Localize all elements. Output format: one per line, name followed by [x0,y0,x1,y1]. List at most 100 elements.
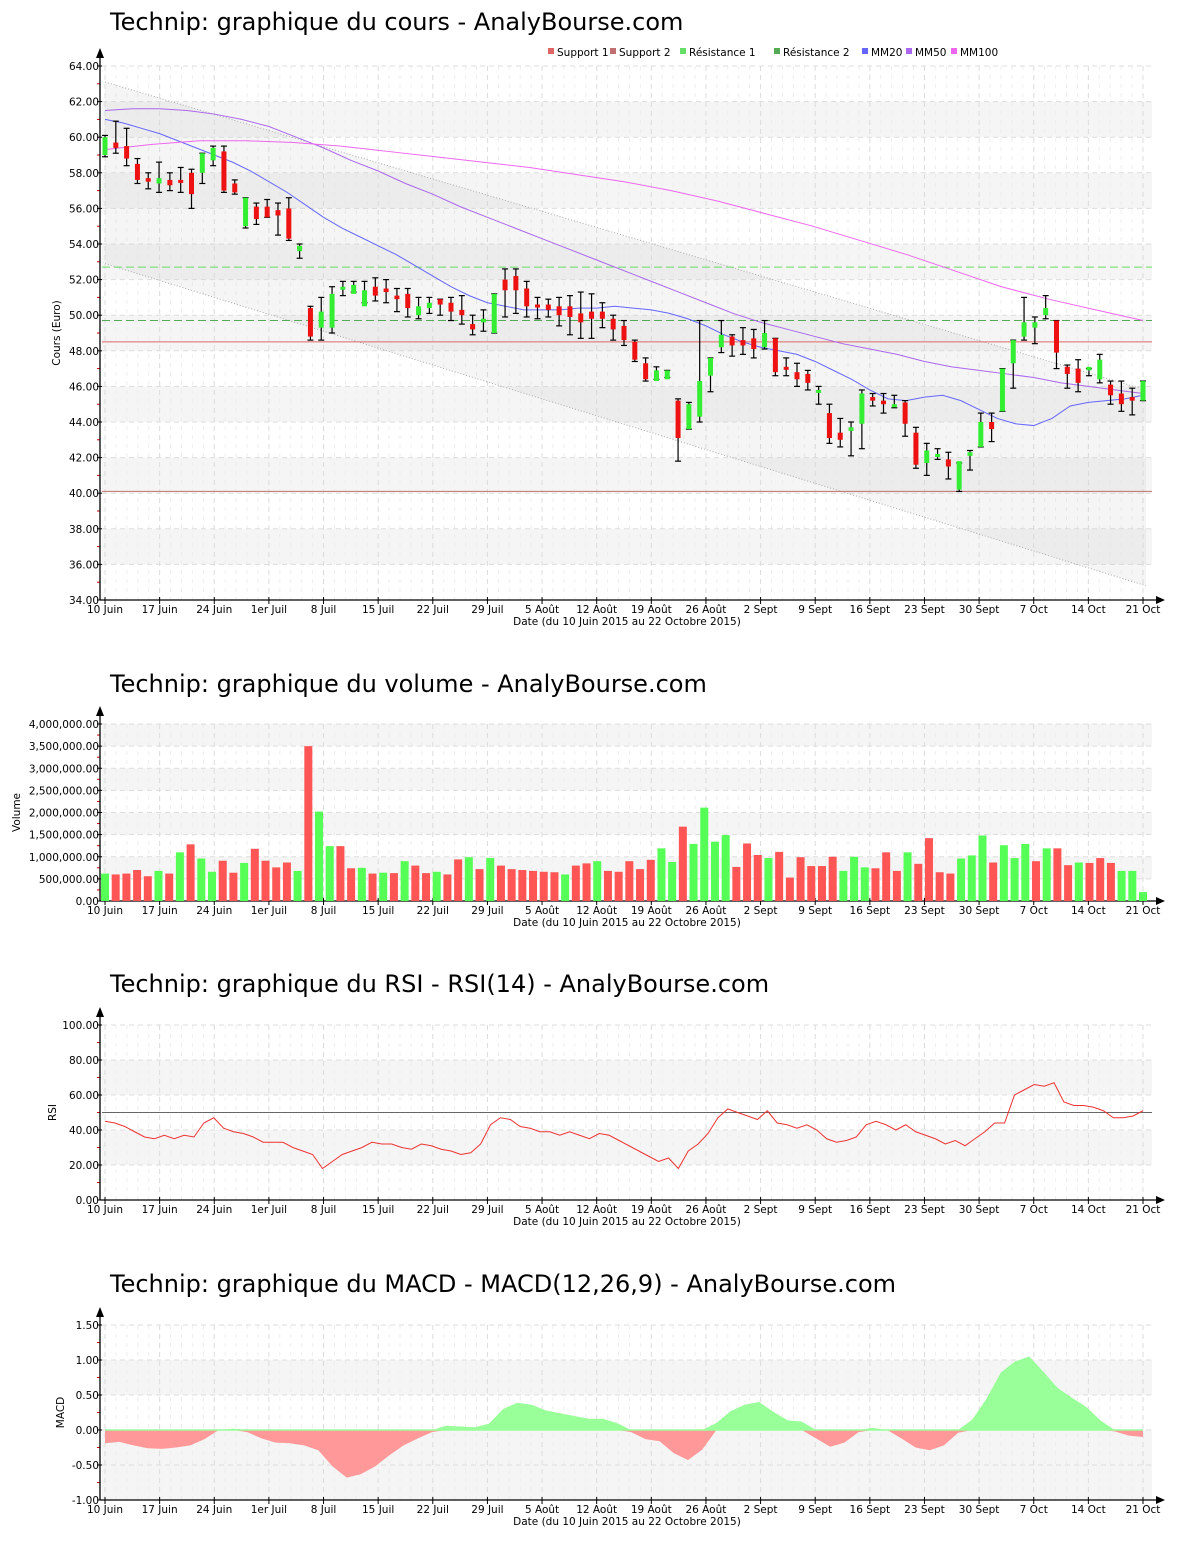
candle [1085,366,1092,377]
y-tick-label: 34.00 [69,595,99,607]
volume-bar [186,844,195,901]
volume-bar [689,843,698,901]
candle [285,197,292,242]
y-tick-label: 1.50 [76,1320,99,1332]
candle [675,398,682,462]
volume-bar [400,861,409,901]
x-tick-label: 21 Oct [1126,1204,1161,1216]
candle [1064,364,1071,389]
y-axis-label: RSI [47,1104,59,1121]
y-tick-label: 44.00 [69,417,99,429]
volume-bar [507,869,516,901]
candle [1118,380,1125,412]
x-tick-label: 17 Juin [142,1204,178,1216]
macd-positive-area [105,1356,1143,1430]
candle [956,461,963,493]
x-tick-label: 12 Août [576,604,617,616]
y-tick-label: 36.00 [69,559,99,571]
candle [339,280,346,297]
volume-bar [710,841,719,901]
x-tick-label: 8 Juil [311,1204,337,1216]
candle [696,319,703,423]
y-tick-label: 0.00 [76,1195,99,1207]
x-tick-label: 19 Août [631,1504,672,1516]
y-tick-label: 0.00 [76,896,99,908]
volume-bar [561,874,570,901]
volume-bar [1031,861,1040,901]
candle [177,166,184,193]
candle [988,412,995,443]
y-tick-label: 60.00 [69,1090,99,1102]
volume-bar [133,870,142,901]
x-tick-label: 5 Août [525,1204,559,1216]
x-tick-label: 16 Sept [850,1504,891,1516]
y-tick-label: 3,000,000.00 [29,763,99,775]
volume-bar [796,857,805,901]
volume-bar [357,867,366,901]
candle [383,279,390,304]
x-tick-label: 1er Juil [251,905,287,917]
y-tick-label: 0.00 [76,1425,99,1437]
candle [1021,296,1028,341]
volume-bar [1117,870,1126,901]
candle [631,339,638,363]
candle [112,120,119,154]
x-tick-label: 21 Oct [1126,905,1161,917]
volume-bar [272,867,281,901]
candle [220,145,227,193]
candle [145,172,152,190]
volume-bar [529,870,538,901]
candle [1075,359,1082,393]
candle [1010,339,1017,389]
volume-bar [1139,892,1147,901]
x-tick-label: 16 Sept [850,905,891,917]
volume-bar [753,854,762,901]
volume-bar [882,852,891,901]
volume-bar [347,868,356,901]
x-tick-label: 26 Août [685,1204,726,1216]
x-tick-label: 1er Juil [251,604,287,616]
candle [448,296,454,322]
volume-bar [828,856,837,901]
candle [967,449,973,471]
y-tick-label: 80.00 [69,1055,99,1067]
volume-bar [1021,843,1030,901]
volume-bar [197,858,206,901]
legend-item: MM100 [951,47,998,59]
candle [621,319,627,347]
y-tick-label: 64.00 [69,61,99,73]
x-tick-label: 12 Août [576,1504,617,1516]
volume-bar [422,873,431,901]
y-tick-label: 3,500,000.00 [29,741,99,753]
volume-bar [1085,862,1094,901]
y-tick-label: 1,500,000.00 [29,830,99,842]
candle [134,157,141,185]
candle [512,268,519,315]
candle [772,337,779,377]
x-tick-label: 29 Juil [471,604,503,616]
volume-bar [165,873,174,901]
candle [318,296,325,341]
y-tick-label: 4,000,000.00 [29,719,99,731]
x-tick-label: 16 Sept [850,604,891,616]
x-tick-label: 23 Sept [904,905,945,917]
volume-bar [603,870,612,901]
x-tick-label: 24 Juin [196,1504,232,1516]
y-tick-label: 62.00 [69,97,99,109]
x-tick-label: 2 Sept [744,604,778,616]
x-tick-label: 30 Sept [959,1504,1000,1516]
x-tick-label: 24 Juin [196,604,232,616]
y-tick-label: 50.00 [69,310,99,322]
x-tick-label: 8 Juil [311,1504,337,1516]
candle [902,400,909,437]
y-tick-label: -0.50 [72,1460,99,1472]
candle [361,280,368,307]
x-tick-label: 23 Sept [904,604,945,616]
x-tick-label: 1er Juil [251,1204,287,1216]
y-tick-label: 1,000,000.00 [29,852,99,864]
candle [804,369,811,391]
volume-bar [732,866,741,901]
x-tick-label: 9 Sept [798,604,832,616]
candle [1107,380,1114,405]
price-chart: 64.00 62.00 60.00 58.00 56.00 54.00 52.00 50.00… [51,47,1165,628]
